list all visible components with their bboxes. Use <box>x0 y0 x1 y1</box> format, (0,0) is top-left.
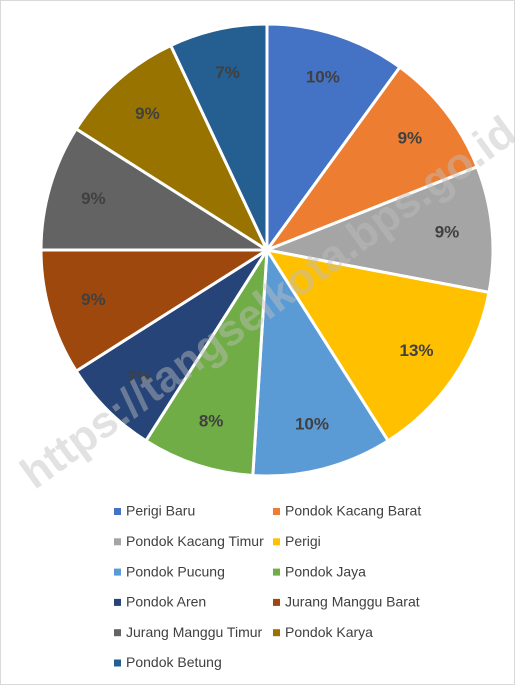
pie-slice <box>39 126 273 252</box>
pie-slice <box>168 22 269 251</box>
data-label: 7% <box>127 367 152 386</box>
legend-marker <box>114 598 121 606</box>
legend-label: Pondok Betung <box>126 654 222 670</box>
legend-marker <box>273 629 280 637</box>
pie-slice <box>39 248 273 374</box>
data-label: 9% <box>135 104 160 123</box>
data-label: 9% <box>435 222 460 241</box>
data-label: 10% <box>306 68 340 87</box>
data-label: 8% <box>199 411 224 430</box>
legend-marker <box>273 538 280 546</box>
pie-slice <box>251 245 391 478</box>
pie-slice <box>262 65 480 254</box>
legend-label: Perigi <box>285 533 321 549</box>
legend-label: Jurang Manggu Barat <box>285 594 420 610</box>
legend-label: Jurang Manggu Timur <box>126 624 263 640</box>
legend-marker <box>114 568 121 576</box>
data-label: 7% <box>215 63 240 82</box>
data-label: 9% <box>398 129 423 148</box>
legend-label: Pondok Karya <box>285 624 373 640</box>
legend-label: Pondok Pucung <box>126 563 225 579</box>
legend-label: Pondok Kacang Barat <box>285 503 421 519</box>
data-label: 13% <box>400 341 434 360</box>
legend-marker <box>114 508 121 515</box>
legend-label: Pondok Jaya <box>285 563 366 579</box>
legend-marker <box>273 598 280 606</box>
legend-label: Pondok Aren <box>126 594 206 610</box>
data-label: 10% <box>295 415 329 434</box>
data-label: 9% <box>81 189 106 208</box>
legend-marker <box>114 629 121 637</box>
data-label: 9% <box>81 290 106 309</box>
legend-marker <box>273 568 280 576</box>
legend-marker <box>273 508 280 515</box>
legend-marker <box>114 659 121 667</box>
pie-slice <box>261 164 495 295</box>
pie-slice <box>263 247 491 443</box>
pie-slice <box>74 43 271 255</box>
pie-slice <box>143 249 269 478</box>
legend-label: Perigi Baru <box>126 503 195 519</box>
legend-marker <box>114 538 121 546</box>
legend-label: Pondok Kacang Timur <box>126 533 264 549</box>
pie-slice <box>265 22 402 255</box>
